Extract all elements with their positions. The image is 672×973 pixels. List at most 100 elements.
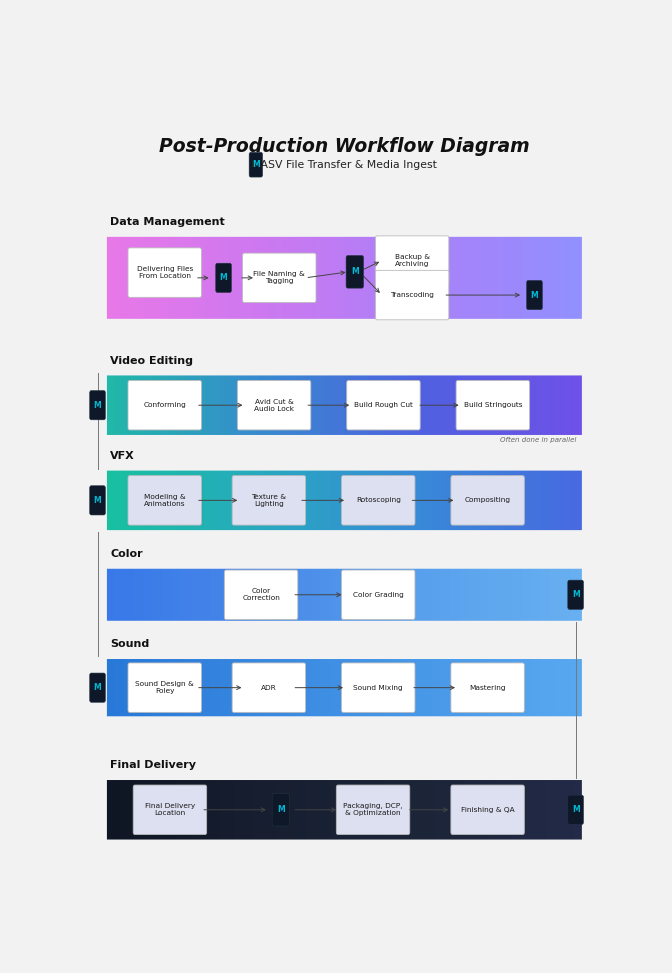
Bar bbox=[143, 778, 149, 842]
Text: File Naming &
Tagging: File Naming & Tagging bbox=[253, 271, 305, 284]
Bar bbox=[186, 469, 192, 532]
Bar bbox=[186, 566, 192, 623]
Bar bbox=[368, 469, 374, 532]
Bar bbox=[478, 374, 485, 437]
Bar bbox=[129, 657, 134, 718]
Bar bbox=[450, 374, 456, 437]
Text: Conforming: Conforming bbox=[143, 402, 186, 409]
Bar bbox=[469, 374, 475, 437]
Bar bbox=[397, 234, 403, 321]
Bar bbox=[172, 234, 177, 321]
Bar bbox=[435, 778, 442, 842]
Bar bbox=[440, 657, 446, 718]
Bar bbox=[172, 566, 177, 623]
Bar bbox=[474, 469, 480, 532]
Bar bbox=[134, 374, 139, 437]
Bar bbox=[157, 374, 163, 437]
Bar bbox=[392, 778, 398, 842]
Bar bbox=[435, 566, 442, 623]
Bar bbox=[532, 657, 537, 718]
FancyBboxPatch shape bbox=[341, 663, 415, 712]
Bar bbox=[368, 657, 374, 718]
Bar bbox=[273, 778, 278, 842]
Bar bbox=[148, 234, 154, 321]
Bar bbox=[411, 657, 417, 718]
Bar bbox=[507, 374, 513, 437]
Bar bbox=[570, 778, 575, 842]
Bar bbox=[229, 469, 235, 532]
Bar bbox=[167, 566, 173, 623]
Bar bbox=[316, 778, 321, 842]
Bar bbox=[517, 374, 523, 437]
Bar bbox=[373, 566, 379, 623]
Bar bbox=[138, 778, 144, 842]
Bar bbox=[263, 469, 269, 532]
Bar bbox=[292, 234, 298, 321]
Bar bbox=[148, 374, 154, 437]
FancyBboxPatch shape bbox=[133, 785, 207, 835]
Bar bbox=[119, 566, 125, 623]
Bar bbox=[426, 374, 431, 437]
Bar bbox=[349, 778, 355, 842]
Bar bbox=[392, 374, 398, 437]
Bar bbox=[555, 374, 561, 437]
Bar bbox=[153, 374, 159, 437]
Bar bbox=[435, 234, 442, 321]
Bar bbox=[224, 657, 230, 718]
Bar bbox=[546, 657, 552, 718]
Bar bbox=[196, 778, 202, 842]
Bar bbox=[229, 778, 235, 842]
Bar bbox=[526, 469, 532, 532]
Bar bbox=[426, 566, 431, 623]
Bar bbox=[325, 778, 331, 842]
Bar bbox=[273, 374, 278, 437]
Bar bbox=[311, 566, 317, 623]
Bar bbox=[445, 566, 451, 623]
Text: M: M bbox=[277, 806, 285, 814]
Bar bbox=[407, 566, 413, 623]
Bar bbox=[474, 657, 480, 718]
Bar bbox=[354, 374, 360, 437]
Bar bbox=[249, 657, 255, 718]
Bar bbox=[575, 657, 580, 718]
Bar bbox=[196, 657, 202, 718]
Bar bbox=[339, 778, 345, 842]
Text: Post-Production Workflow Diagram: Post-Production Workflow Diagram bbox=[159, 137, 530, 157]
Bar bbox=[267, 374, 274, 437]
Bar bbox=[124, 778, 130, 842]
Bar bbox=[521, 374, 528, 437]
Bar bbox=[431, 374, 437, 437]
Bar bbox=[335, 566, 341, 623]
Bar bbox=[321, 469, 327, 532]
FancyBboxPatch shape bbox=[376, 235, 449, 285]
Bar bbox=[474, 778, 480, 842]
Bar bbox=[517, 778, 523, 842]
Bar bbox=[388, 374, 393, 437]
Bar bbox=[416, 374, 422, 437]
Bar bbox=[359, 234, 365, 321]
Bar bbox=[263, 657, 269, 718]
Bar bbox=[454, 469, 460, 532]
Bar bbox=[478, 469, 485, 532]
Bar bbox=[359, 374, 365, 437]
Bar bbox=[215, 566, 221, 623]
Bar bbox=[114, 374, 120, 437]
Bar bbox=[575, 778, 580, 842]
Bar bbox=[157, 778, 163, 842]
Bar bbox=[478, 234, 485, 321]
Bar bbox=[181, 469, 187, 532]
Bar bbox=[345, 657, 350, 718]
Bar bbox=[273, 566, 278, 623]
Bar bbox=[579, 234, 585, 321]
Bar bbox=[210, 374, 216, 437]
Bar bbox=[206, 778, 211, 842]
Bar bbox=[560, 469, 566, 532]
Bar bbox=[431, 234, 437, 321]
Text: MASV File Transfer & Media Ingest: MASV File Transfer & Media Ingest bbox=[251, 160, 437, 169]
Bar bbox=[153, 469, 159, 532]
Bar bbox=[407, 374, 413, 437]
Bar bbox=[191, 566, 197, 623]
FancyBboxPatch shape bbox=[89, 390, 106, 419]
Bar bbox=[206, 657, 211, 718]
Bar bbox=[210, 778, 216, 842]
